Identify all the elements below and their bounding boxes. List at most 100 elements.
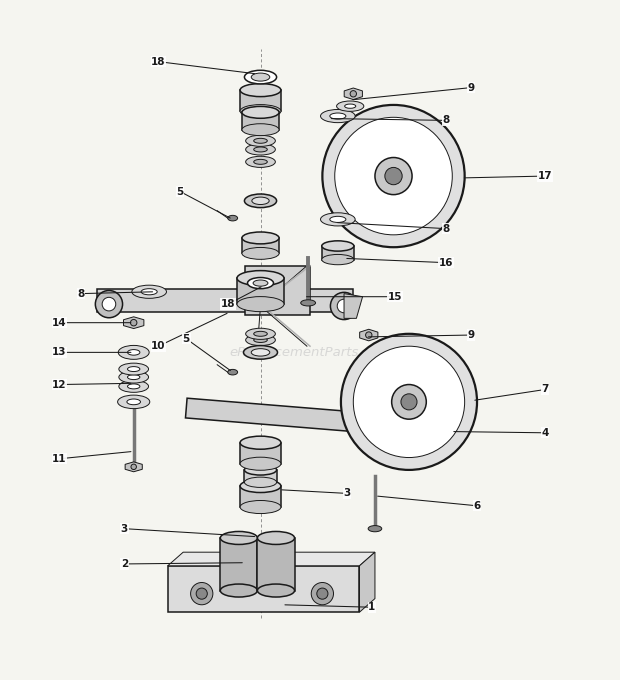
Ellipse shape <box>240 457 281 471</box>
Ellipse shape <box>254 138 267 143</box>
Ellipse shape <box>127 399 141 405</box>
Text: 7: 7 <box>541 384 549 394</box>
Ellipse shape <box>244 477 277 488</box>
Text: 17: 17 <box>538 171 552 181</box>
Ellipse shape <box>119 371 149 383</box>
Polygon shape <box>245 266 310 316</box>
Ellipse shape <box>242 248 279 259</box>
Text: 4: 4 <box>541 428 549 438</box>
Ellipse shape <box>322 241 354 251</box>
Bar <box>242 238 279 254</box>
Polygon shape <box>344 294 363 318</box>
Ellipse shape <box>128 375 140 379</box>
Ellipse shape <box>242 232 279 244</box>
Text: 8: 8 <box>78 288 85 299</box>
Ellipse shape <box>128 367 140 371</box>
Ellipse shape <box>228 216 237 221</box>
Ellipse shape <box>119 363 149 375</box>
Ellipse shape <box>132 285 167 299</box>
Ellipse shape <box>126 463 142 471</box>
Circle shape <box>337 299 351 313</box>
Ellipse shape <box>240 500 281 513</box>
Text: 16: 16 <box>439 258 453 268</box>
Ellipse shape <box>240 436 281 449</box>
Ellipse shape <box>321 213 355 226</box>
Circle shape <box>385 167 402 185</box>
Ellipse shape <box>330 113 346 119</box>
Bar <box>257 538 294 590</box>
Ellipse shape <box>240 479 281 492</box>
Text: 14: 14 <box>52 318 67 328</box>
Circle shape <box>446 424 458 436</box>
Ellipse shape <box>246 156 275 167</box>
Bar <box>244 470 277 482</box>
Ellipse shape <box>119 380 149 392</box>
Polygon shape <box>360 329 378 341</box>
Ellipse shape <box>252 197 269 205</box>
Polygon shape <box>185 398 453 439</box>
Text: 11: 11 <box>52 454 67 464</box>
Ellipse shape <box>237 271 284 286</box>
Text: 13: 13 <box>52 347 67 358</box>
Circle shape <box>330 292 358 320</box>
Ellipse shape <box>301 300 316 306</box>
Ellipse shape <box>118 395 150 409</box>
Text: 2: 2 <box>121 559 128 569</box>
Polygon shape <box>123 317 144 328</box>
Text: 1: 1 <box>368 602 376 612</box>
Ellipse shape <box>242 106 279 118</box>
Bar <box>168 566 360 612</box>
Circle shape <box>335 117 452 235</box>
Text: 6: 6 <box>474 500 480 511</box>
Ellipse shape <box>254 331 267 337</box>
Circle shape <box>353 346 464 458</box>
Ellipse shape <box>345 104 356 108</box>
Circle shape <box>190 583 213 605</box>
Polygon shape <box>168 552 375 566</box>
Circle shape <box>366 332 372 338</box>
Ellipse shape <box>244 194 277 207</box>
Ellipse shape <box>254 147 267 152</box>
Circle shape <box>130 320 137 326</box>
Text: 5: 5 <box>183 334 190 344</box>
Ellipse shape <box>240 105 281 118</box>
Ellipse shape <box>128 384 140 389</box>
Ellipse shape <box>246 328 275 339</box>
Circle shape <box>131 464 136 469</box>
Text: 3: 3 <box>343 488 351 498</box>
Circle shape <box>401 394 417 410</box>
Ellipse shape <box>220 532 257 545</box>
Circle shape <box>322 105 464 248</box>
Text: 10: 10 <box>151 341 166 351</box>
Bar <box>240 486 281 507</box>
Ellipse shape <box>251 73 270 81</box>
Ellipse shape <box>247 277 273 288</box>
Polygon shape <box>125 462 142 472</box>
Polygon shape <box>360 552 375 612</box>
Ellipse shape <box>337 101 364 112</box>
Ellipse shape <box>242 124 279 135</box>
Text: 8: 8 <box>443 116 450 125</box>
Ellipse shape <box>141 289 157 295</box>
Bar <box>322 246 354 260</box>
Ellipse shape <box>237 296 284 311</box>
Bar <box>220 538 257 590</box>
Ellipse shape <box>244 345 278 359</box>
Polygon shape <box>97 289 353 312</box>
Circle shape <box>317 588 328 599</box>
Text: 8: 8 <box>443 224 450 234</box>
Circle shape <box>311 583 334 605</box>
Bar <box>240 90 281 111</box>
Polygon shape <box>344 88 363 99</box>
Text: 15: 15 <box>388 292 402 302</box>
Ellipse shape <box>321 109 355 122</box>
Bar <box>237 278 284 304</box>
Text: 5: 5 <box>177 186 184 197</box>
Ellipse shape <box>228 369 237 375</box>
Circle shape <box>341 334 477 470</box>
Ellipse shape <box>240 84 281 97</box>
Bar <box>240 443 281 464</box>
Circle shape <box>392 384 427 419</box>
Circle shape <box>102 297 116 311</box>
Ellipse shape <box>246 135 275 146</box>
